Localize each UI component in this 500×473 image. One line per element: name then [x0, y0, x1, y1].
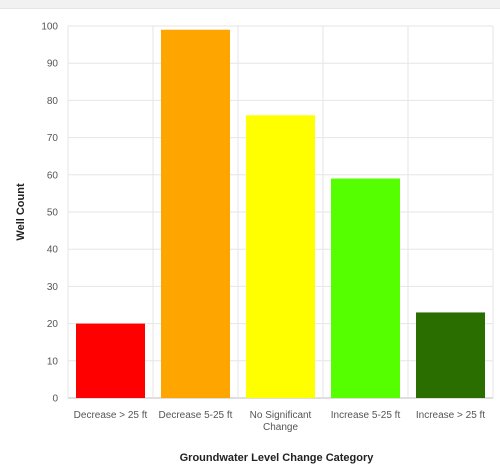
x-axis-ticks: Decrease > 25 ft Decrease 5-25 ft No Signi… [74, 410, 486, 433]
bar[interactable] [331, 178, 400, 398]
x-tick-label: Decrease > 25 ft [74, 410, 148, 421]
x-axis-title: Groundwater Level Change Category [180, 452, 375, 464]
y-tick-label: 10 [47, 356, 59, 367]
bars [76, 29, 485, 398]
x-tick-label: Increase 5-25 ft [331, 410, 401, 421]
y-axis-ticks: 0 10 20 30 40 50 60 70 80 90 100 [41, 22, 58, 405]
bar[interactable] [416, 312, 485, 398]
y-tick-label: 0 [52, 394, 58, 405]
y-tick-label: 70 [47, 133, 59, 144]
y-tick-label: 30 [47, 282, 59, 293]
y-tick-label: 100 [41, 22, 58, 33]
x-tick-label: Decrease 5-25 ft [159, 410, 233, 421]
y-axis-title: Well Count [15, 183, 27, 241]
bar[interactable] [76, 323, 145, 398]
x-tick-label: Change [263, 422, 298, 433]
x-tick-label: Increase > 25 ft [416, 410, 485, 421]
y-tick-label: 20 [47, 319, 59, 330]
x-tick-label: No Significant [250, 410, 312, 421]
y-tick-label: 40 [47, 245, 59, 256]
top-border [0, 0, 500, 9]
bar[interactable] [161, 29, 230, 398]
y-tick-label: 50 [47, 208, 59, 219]
y-tick-label: 90 [47, 59, 59, 70]
y-tick-label: 60 [47, 170, 59, 181]
bar[interactable] [246, 115, 315, 398]
y-tick-label: 80 [47, 96, 59, 107]
